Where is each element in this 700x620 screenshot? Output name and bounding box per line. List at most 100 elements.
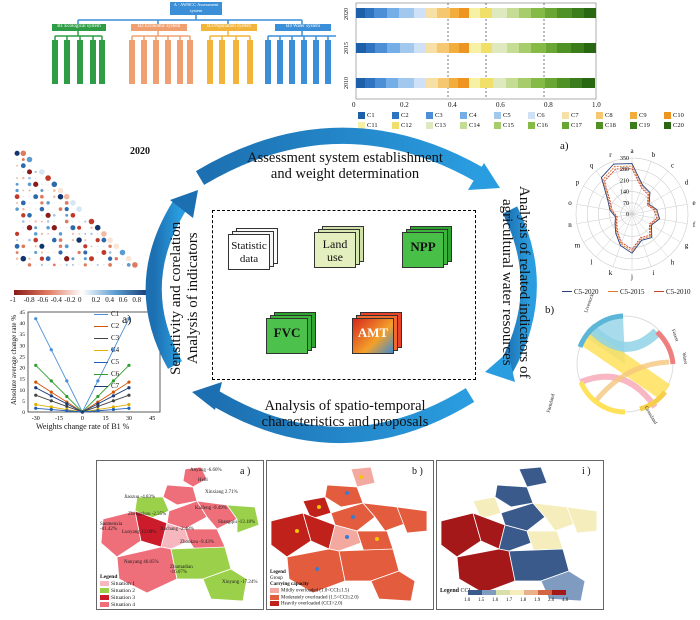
line-x-tick: 15 (103, 416, 109, 422)
heatmap-cell (47, 196, 49, 198)
heatmap-cell (59, 227, 62, 229)
heatmap-cell (96, 245, 99, 248)
map-b-legend-group: Group (270, 576, 283, 581)
heatmap-cell (51, 181, 58, 188)
line-legend-item: C3 (94, 334, 119, 342)
heatmap-cell (28, 189, 31, 192)
heatmap-cell (83, 244, 88, 249)
heatmap-cell (16, 239, 19, 242)
heatmap-colorbar (14, 290, 150, 295)
legend-swatch (494, 112, 501, 119)
correlation-heatmap (14, 144, 138, 268)
legend-swatch (94, 385, 108, 387)
heatmap-scale-tick: 0.4 (105, 296, 114, 304)
legend-item: Situation 2 (100, 588, 135, 595)
legend-label: C2 (111, 322, 120, 330)
line-point (127, 386, 131, 390)
bar-segment-C20 (582, 78, 596, 88)
tile-npp: NPP (402, 226, 452, 268)
tree-leaf (153, 40, 159, 84)
legend-label: C5-2020 (574, 288, 599, 296)
radar-axis-label: b (652, 151, 656, 159)
bar-x-tick: 1.0 (592, 101, 601, 109)
heatmap-cell (33, 181, 39, 187)
line-x-tick: 45 (149, 416, 155, 422)
bar-segment-C13 (492, 78, 506, 88)
heatmap-cell (46, 220, 50, 223)
radar-axis-label: g (685, 242, 689, 250)
heatmap-cell (108, 262, 113, 267)
bar-segment-C9 (449, 43, 460, 53)
stacked-bar-2010 (356, 78, 596, 88)
heatmap-cell (84, 232, 87, 235)
line-point (34, 380, 38, 384)
heatmap-cell (26, 225, 33, 231)
heatmap-cell (16, 227, 18, 229)
cci-scale-segment (510, 590, 524, 595)
radar-axis-label: k (609, 269, 613, 277)
line-legend-item: C7 (94, 382, 119, 390)
bar-legend-item: C1 (358, 112, 375, 119)
heatmap-cell (64, 219, 69, 224)
legend-swatch (460, 122, 467, 129)
map-a-panel-label: a ) (240, 466, 251, 477)
heatmap-cell (57, 193, 64, 200)
map-a-legend: Legend Situation 1 Situation 2 Situation… (100, 574, 135, 609)
heatmap-cell (71, 257, 75, 261)
bar-segment-C12 (479, 8, 492, 18)
heatmap-cell (22, 207, 25, 211)
heatmap-cell (22, 226, 25, 229)
map-a-city-label: Shangqiu -13.18% (218, 520, 256, 525)
heatmap-cell (108, 244, 112, 249)
line-y-tick: 0 (22, 410, 25, 416)
heatmap-cell (26, 169, 33, 175)
heatmap-cell (51, 225, 57, 231)
heatmap-cell (103, 245, 105, 248)
bar-legend-item: C9 (630, 112, 647, 119)
heatmap-cell (47, 239, 49, 241)
heatmap-cell (22, 176, 25, 180)
heatmap-cell (28, 238, 31, 242)
line-point (34, 406, 38, 410)
heatmap-cell (58, 250, 63, 255)
heatmap-scale-tick: 0.2 (91, 296, 101, 304)
heatmap-cell (71, 263, 74, 266)
bar-legend-item: C5 (494, 112, 511, 119)
legend-label: C19 (639, 122, 650, 129)
heatmap-cell (72, 208, 74, 210)
bar-legend-item: C19 (630, 122, 650, 129)
tree-leaf (219, 40, 225, 84)
heatmap-cell (16, 220, 18, 223)
sensitivity-line-chart: -30 -15 0 15 30 45 0 5 10 15 20 25 30 35 40 45 (20, 310, 161, 422)
legend-label: C16 (537, 122, 548, 129)
heatmap-cell (66, 251, 68, 254)
heatmap-cell (21, 244, 26, 249)
heatmap-cell (47, 183, 49, 185)
legend-swatch (460, 112, 467, 119)
line-point (127, 317, 131, 321)
map-c-legend: Legend CCI (440, 588, 471, 595)
legend-label: C3 (435, 112, 443, 119)
heatmap-cell (108, 251, 112, 254)
heatmap-cell (32, 162, 39, 169)
tree-leaf (313, 40, 319, 84)
heatmap-cell (39, 243, 45, 249)
legend-label: C7 (571, 112, 579, 119)
heatmap-cell (41, 239, 43, 241)
legend-label: C5-2010 (666, 288, 691, 296)
line-legend-item: C4 (94, 346, 119, 354)
bar-segment-C18 (556, 8, 573, 18)
heatmap-cell (39, 169, 45, 175)
tree-branch-population: B3 Population system (201, 24, 257, 31)
heatmap-cell (121, 264, 124, 266)
radar-legend-item: C5-2020 (562, 288, 599, 296)
legend-label: C18 (605, 122, 616, 129)
line-point (96, 409, 100, 413)
heatmap-cell (90, 245, 93, 248)
radar-chart: a b c d e f g h i j k l m n o p q r 0 70 140 210 280 350 (568, 147, 696, 281)
heatmap-scale-tick: 0.6 (118, 296, 128, 304)
legend-label: C4 (111, 346, 120, 354)
tree-leaf (277, 40, 283, 84)
radar-legend-item: C5-2010 (654, 288, 691, 296)
